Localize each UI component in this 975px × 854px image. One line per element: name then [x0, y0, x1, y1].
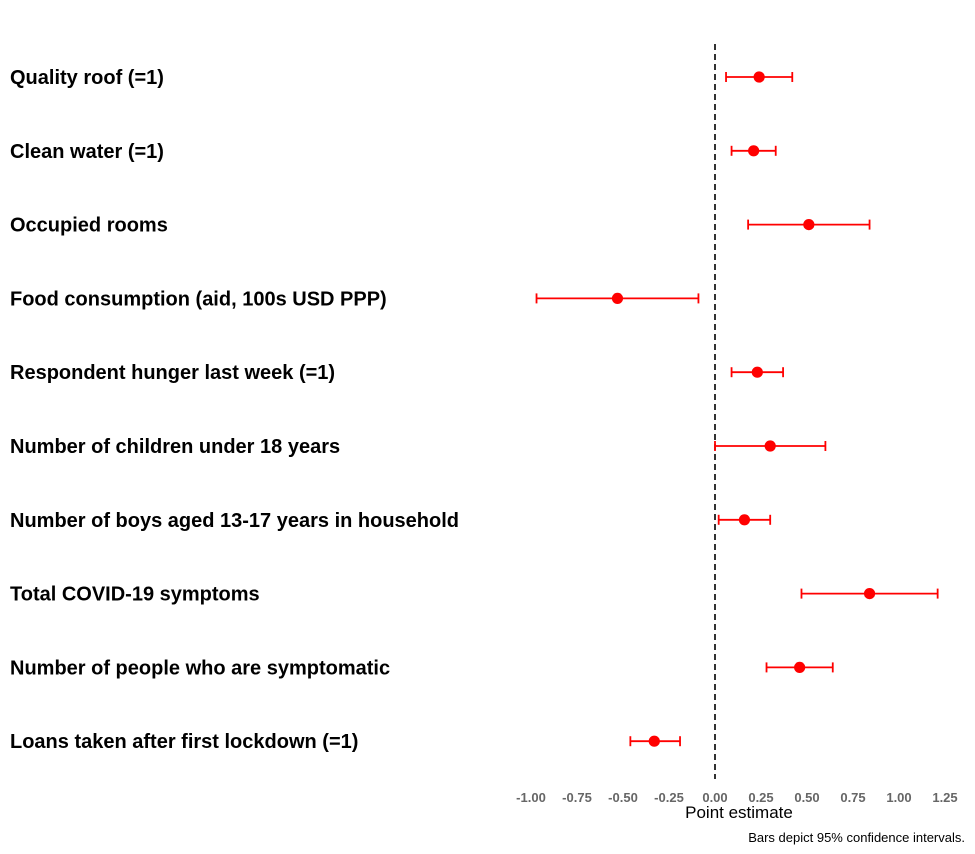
estimate-row: [717, 514, 772, 526]
row-label: Loans taken after first lockdown (=1): [10, 731, 358, 753]
ci-caption: Bars depict 95% confidence intervals.: [748, 830, 965, 845]
point-estimate: [648, 735, 660, 747]
x-tick-label: -1.00: [516, 790, 546, 805]
point-estimate: [794, 661, 806, 674]
point-estimate: [611, 292, 624, 304]
row-label: Respondent hunger last week (=1): [10, 362, 335, 384]
estimate-row: [535, 292, 700, 304]
row-label: Total COVID-19 symptoms: [10, 584, 260, 606]
row-label: Number of people who are symptomatic: [10, 657, 390, 679]
x-tick-label: 0.75: [840, 790, 865, 805]
x-tick-label: 0.00: [702, 790, 727, 805]
estimate-row: [629, 735, 681, 747]
estimate-marks: [535, 71, 939, 747]
x-tick-label: 1.00: [886, 790, 911, 805]
x-tick-labels: -1.00 -0.75 -0.50 -0.25 0.00 0.25 0.50 0.75 1.00…: [516, 790, 957, 805]
point-estimate: [748, 145, 760, 157]
x-tick-label: 0.25: [748, 790, 773, 805]
x-tick-label: -0.25: [654, 790, 684, 805]
row-label: Number of boys aged 13-17 years in house…: [10, 510, 459, 532]
row-label: Number of children under 18 years: [10, 436, 340, 458]
point-estimate: [764, 440, 776, 452]
row-label: Occupied rooms: [10, 215, 168, 237]
x-axis-title: Point estimate: [685, 803, 793, 822]
estimate-row: [730, 366, 784, 378]
estimate-row: [730, 145, 777, 157]
point-estimate: [803, 219, 815, 231]
point-estimate: [738, 514, 751, 526]
estimate-row: [714, 440, 827, 452]
row-label: Clean water (=1): [10, 141, 164, 163]
estimate-row: [765, 661, 834, 674]
point-estimate: [863, 588, 876, 600]
row-label: Food consumption (aid, 100s USD PPP): [10, 288, 387, 310]
point-estimate: [753, 71, 765, 83]
x-tick-label: -0.75: [562, 790, 592, 805]
x-tick-label: 0.50: [794, 790, 819, 805]
row-label: Quality roof (=1): [10, 67, 164, 89]
estimate-row: [747, 219, 871, 231]
estimate-row: [800, 588, 939, 600]
x-tick-label: 1.25: [932, 790, 957, 805]
point-estimate: [751, 366, 763, 378]
row-labels: Quality roof (=1) Clean water (=1) Occupie…: [10, 67, 459, 753]
x-tick-label: -0.50: [608, 790, 638, 805]
estimate-row: [725, 71, 794, 83]
